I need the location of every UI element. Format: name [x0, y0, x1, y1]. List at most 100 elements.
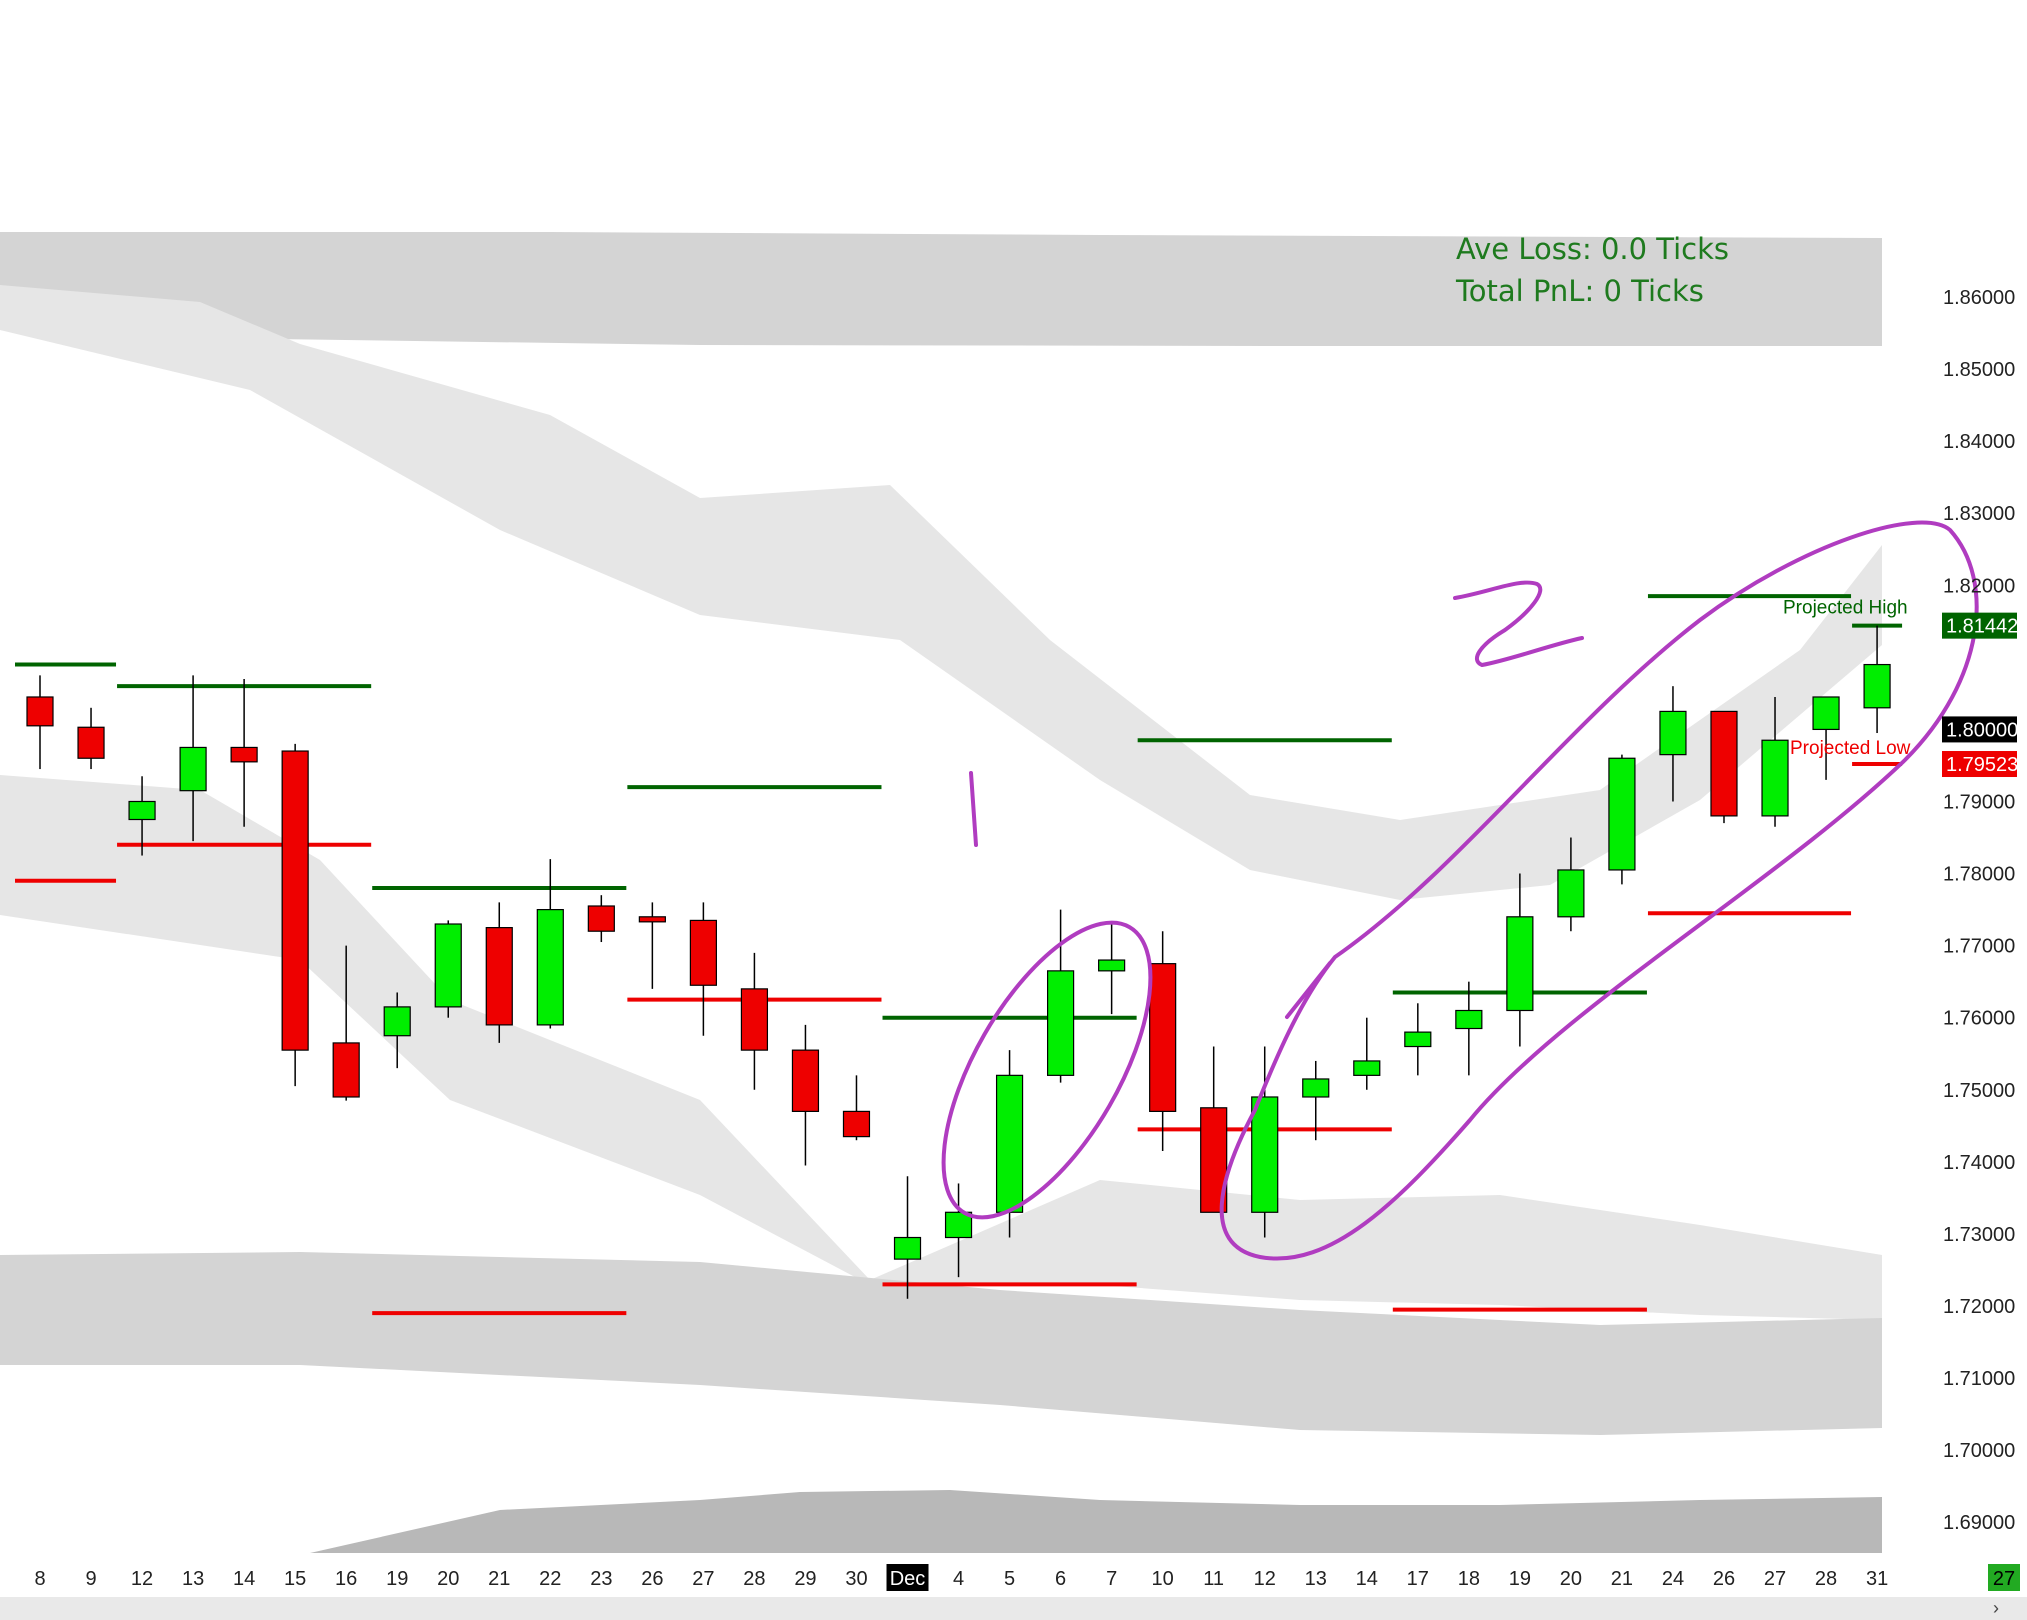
price-tag-high: [1942, 612, 2017, 639]
bear-candle: [740, 988, 769, 1051]
bull-candle: [1302, 1078, 1330, 1098]
date-tick-label: 26: [641, 1568, 663, 1590]
date-tick-label: 14: [1356, 1568, 1378, 1590]
price-tick-label: 1.76000: [1943, 1008, 2015, 1030]
bear-candle: [1149, 963, 1177, 1112]
price-tick-label: 1.85000: [1943, 359, 2015, 381]
date-tick-label: 12: [1254, 1568, 1276, 1590]
date-tick-label: 26: [1713, 1568, 1735, 1590]
price-tick-label: 1.77000: [1943, 936, 2015, 958]
date-tick-label: 24: [1662, 1568, 1684, 1590]
bull-candle: [1812, 696, 1840, 731]
horizontal-scrollbar[interactable]: [0, 1597, 2027, 1620]
date-tick-label: 5: [1004, 1568, 1015, 1590]
date-tick-label: 20: [1560, 1568, 1582, 1590]
bear-candle: [485, 927, 513, 1026]
bull-candle: [1251, 1096, 1279, 1213]
bull-candle: [383, 1006, 411, 1037]
date-tick-label: 20: [437, 1568, 459, 1590]
bull-candle: [1046, 970, 1075, 1076]
bull-candle: [893, 1236, 922, 1260]
date-tick-label: 6: [1055, 1568, 1066, 1590]
stats-panel: Ave Loss: 0.0 Ticks Total PnL: 0 Ticks: [1456, 228, 1729, 312]
bear-candle: [587, 905, 615, 932]
bull-candle: [1761, 739, 1789, 817]
price-tag-text: 1.81442: [1946, 616, 2018, 638]
annotation-two-stroke: [1453, 580, 1584, 667]
date-axis: 8 9 12 13 14 15 16 19 20 21 22 23 26 27 28 29 30 Dec 4 5 6 7 1…: [34, 1564, 2020, 1591]
scroll-right-icon[interactable]: ›: [1993, 1598, 1999, 1618]
hand-drawn-annotations: [941, 520, 1979, 1261]
bull-candle: [995, 1074, 1024, 1213]
upper-outer-band: [0, 232, 1882, 346]
bear-candle: [77, 726, 105, 759]
price-tick-label: 1.86000: [1943, 287, 2015, 309]
date-tick-label: 27: [1764, 1568, 1786, 1590]
upper-mid-band: [0, 285, 1882, 900]
bull-candle: [1608, 757, 1636, 871]
date-tick-label: 21: [488, 1568, 510, 1590]
date-tick-label: 21: [1611, 1568, 1633, 1590]
bear-candle: [332, 1042, 360, 1098]
price-tick-label: 1.78000: [1943, 864, 2015, 886]
annotation-one-stroke: [969, 771, 978, 847]
bull-candle: [1404, 1031, 1432, 1048]
date-tick-label: 16: [335, 1568, 357, 1590]
price-tag-current: [1942, 716, 2017, 743]
date-tick-label: 18: [1458, 1568, 1480, 1590]
month-marker-label: Dec: [890, 1568, 926, 1590]
price-tick-label: 1.69000: [1943, 1512, 2015, 1534]
date-tick-label: 29: [794, 1568, 816, 1590]
bull-candle: [179, 746, 207, 792]
price-tick-label: 1.70000: [1943, 1440, 2015, 1462]
ave-loss-text: Ave Loss: 0.0 Ticks: [1456, 232, 1730, 266]
date-tick-label: 28: [743, 1568, 765, 1590]
date-tick-label: 4: [953, 1568, 964, 1590]
bear-candle: [1710, 710, 1738, 817]
price-tick-label: 1.82000: [1943, 575, 2015, 597]
date-tick-label: 27: [692, 1568, 714, 1590]
date-tick-label: 31: [1866, 1568, 1888, 1590]
date-tick-label: 28: [1815, 1568, 1837, 1590]
bottom-band: [310, 1490, 1882, 1553]
bull-candle: [944, 1211, 973, 1239]
projected-low-label: Projected Low: [1790, 738, 1911, 759]
annotation-ellipse-large: [1219, 520, 1979, 1261]
current-period-text: 27: [1993, 1568, 2015, 1590]
bear-candle: [281, 750, 309, 1051]
price-tick-label: 1.75000: [1943, 1080, 2015, 1102]
bull-candle: [536, 908, 564, 1026]
bear-candle: [791, 1049, 820, 1112]
bear-candle: [230, 746, 258, 763]
date-tick-label: 23: [590, 1568, 612, 1590]
candles: [26, 625, 1891, 1299]
date-tick-label: 19: [1509, 1568, 1531, 1590]
price-tick-label: 1.79000: [1943, 791, 2015, 813]
projected-high-lines: [15, 594, 1903, 1020]
date-tick-label: 9: [85, 1568, 96, 1590]
annotation-tail-stroke: [1285, 961, 1332, 1019]
price-tick-label: 1.72000: [1943, 1296, 2015, 1318]
date-tick-label: 13: [1305, 1568, 1327, 1590]
bull-candle: [128, 800, 156, 821]
date-tick-label: 15: [284, 1568, 306, 1590]
price-tick-label: 1.73000: [1943, 1224, 2015, 1246]
annotation-ellipse-small: [941, 920, 1153, 1220]
price-tick-label: 1.84000: [1943, 431, 2015, 453]
month-marker-bg: [886, 1564, 929, 1591]
date-tick-label: 10: [1152, 1568, 1174, 1590]
date-tick-label: 19: [386, 1568, 408, 1590]
date-tick-label: 8: [34, 1568, 45, 1590]
bear-candle: [689, 919, 717, 986]
price-tag-text: 1.80000: [1946, 719, 2018, 741]
date-tick-label: 22: [539, 1568, 561, 1590]
bull-candle: [1353, 1060, 1381, 1076]
bull-candle: [434, 923, 462, 1008]
bear-candle: [26, 696, 54, 727]
date-tick-label: 14: [233, 1568, 255, 1590]
bull-candle: [1557, 869, 1585, 918]
bull-candle: [1506, 916, 1534, 1012]
lower-outer-band: [0, 1252, 1882, 1435]
price-tag-text: 1.79523: [1946, 754, 2018, 776]
date-tick-label: 11: [1203, 1568, 1224, 1590]
